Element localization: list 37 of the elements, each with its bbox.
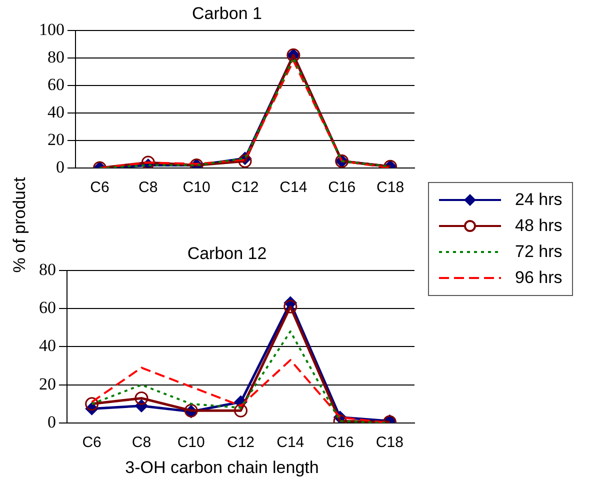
chart-title: Carbon 1 [192,4,262,23]
point [85,397,99,411]
y-tick-label: 40 [48,102,64,122]
legend-label: 72 hrs [515,242,562,262]
y-tick-label: 20 [39,374,56,394]
y-tick-label: 80 [48,47,64,66]
y-tick-label: 0 [56,157,64,176]
point [134,391,148,405]
x-tick-label: C10 [182,179,210,196]
y-tick-label: 20 [48,130,64,149]
x-tick-label: C18 [376,179,404,196]
y-axis-title: % of product [10,176,30,275]
x-tick-label: C12 [231,179,259,196]
legend-label: 48 hrs [515,216,562,236]
point [234,404,248,418]
y-tick-label: 60 [48,74,64,94]
y-tick-label: 0 [48,412,56,432]
x-tick-label: C10 [177,434,205,452]
y-tick-label: 60 [39,298,56,318]
x-tick-label: C8 [138,179,158,196]
x-tick-label: C16 [328,179,356,196]
y-tick-label: 100 [39,20,64,39]
x-tick-label: C14 [276,434,304,452]
x-tick-label: C6 [90,179,110,196]
legend-label: 96 hrs [515,268,562,288]
x-tick-label: C16 [326,434,354,452]
y-tick-label: 80 [39,260,56,279]
x-tick-label: C14 [280,179,308,196]
x-axis-title: 3-OH carbon chain length [124,458,320,478]
legend-label: 24 hrs [515,190,562,210]
x-tick-label: C18 [376,434,404,452]
x-tick-label: C12 [226,434,255,452]
x-tick-label: C8 [132,434,152,452]
point [284,300,298,314]
y-tick-label: 40 [39,336,56,356]
x-tick-label: C6 [82,434,102,452]
chart-title: Carbon 12 [187,244,267,263]
